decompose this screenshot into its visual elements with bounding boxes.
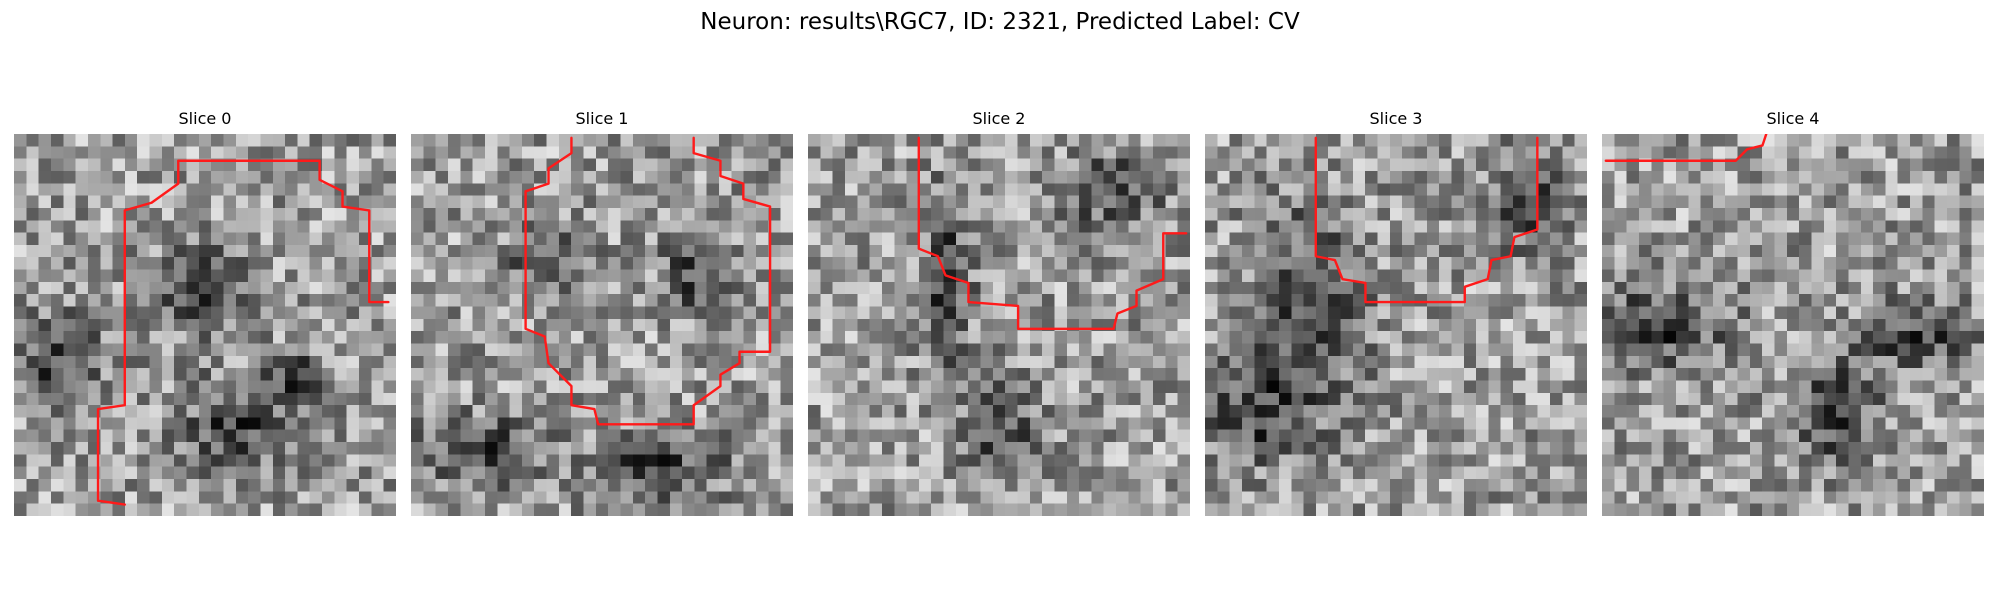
slice-title: Slice 3 [1369,109,1423,128]
slice-panel-4: Slice 4 [1602,108,1984,516]
slice-panel-0: Slice 0 [14,108,396,516]
slice-title: Slice 1 [575,109,629,128]
figure-title: Neuron: results\RGC7, ID: 2321, Predicte… [700,9,1300,35]
neuron-contour [98,161,388,505]
slice-panel-1: Slice 1 [411,108,793,516]
slice-panel-2: Slice 2 [808,108,1190,516]
neuron-contour [526,138,770,425]
slice-panel-3: Slice 3 [1205,108,1587,516]
neuron-contour [1316,138,1538,302]
contour-overlay [1205,134,1587,516]
contour-overlay [808,134,1190,516]
slice-title: Slice 2 [972,109,1026,128]
slice-image [1602,134,1984,516]
neuron-contour [1606,134,1766,161]
contour-overlay [411,134,793,516]
slice-image [411,134,793,516]
slice-image [1205,134,1587,516]
slice-image [14,134,396,516]
neuron-contour [919,138,1186,329]
slice-title: Slice 0 [178,109,232,128]
slice-title: Slice 4 [1766,109,1820,128]
slice-image [808,134,1190,516]
contour-overlay [1602,134,1984,516]
contour-overlay [14,134,396,516]
